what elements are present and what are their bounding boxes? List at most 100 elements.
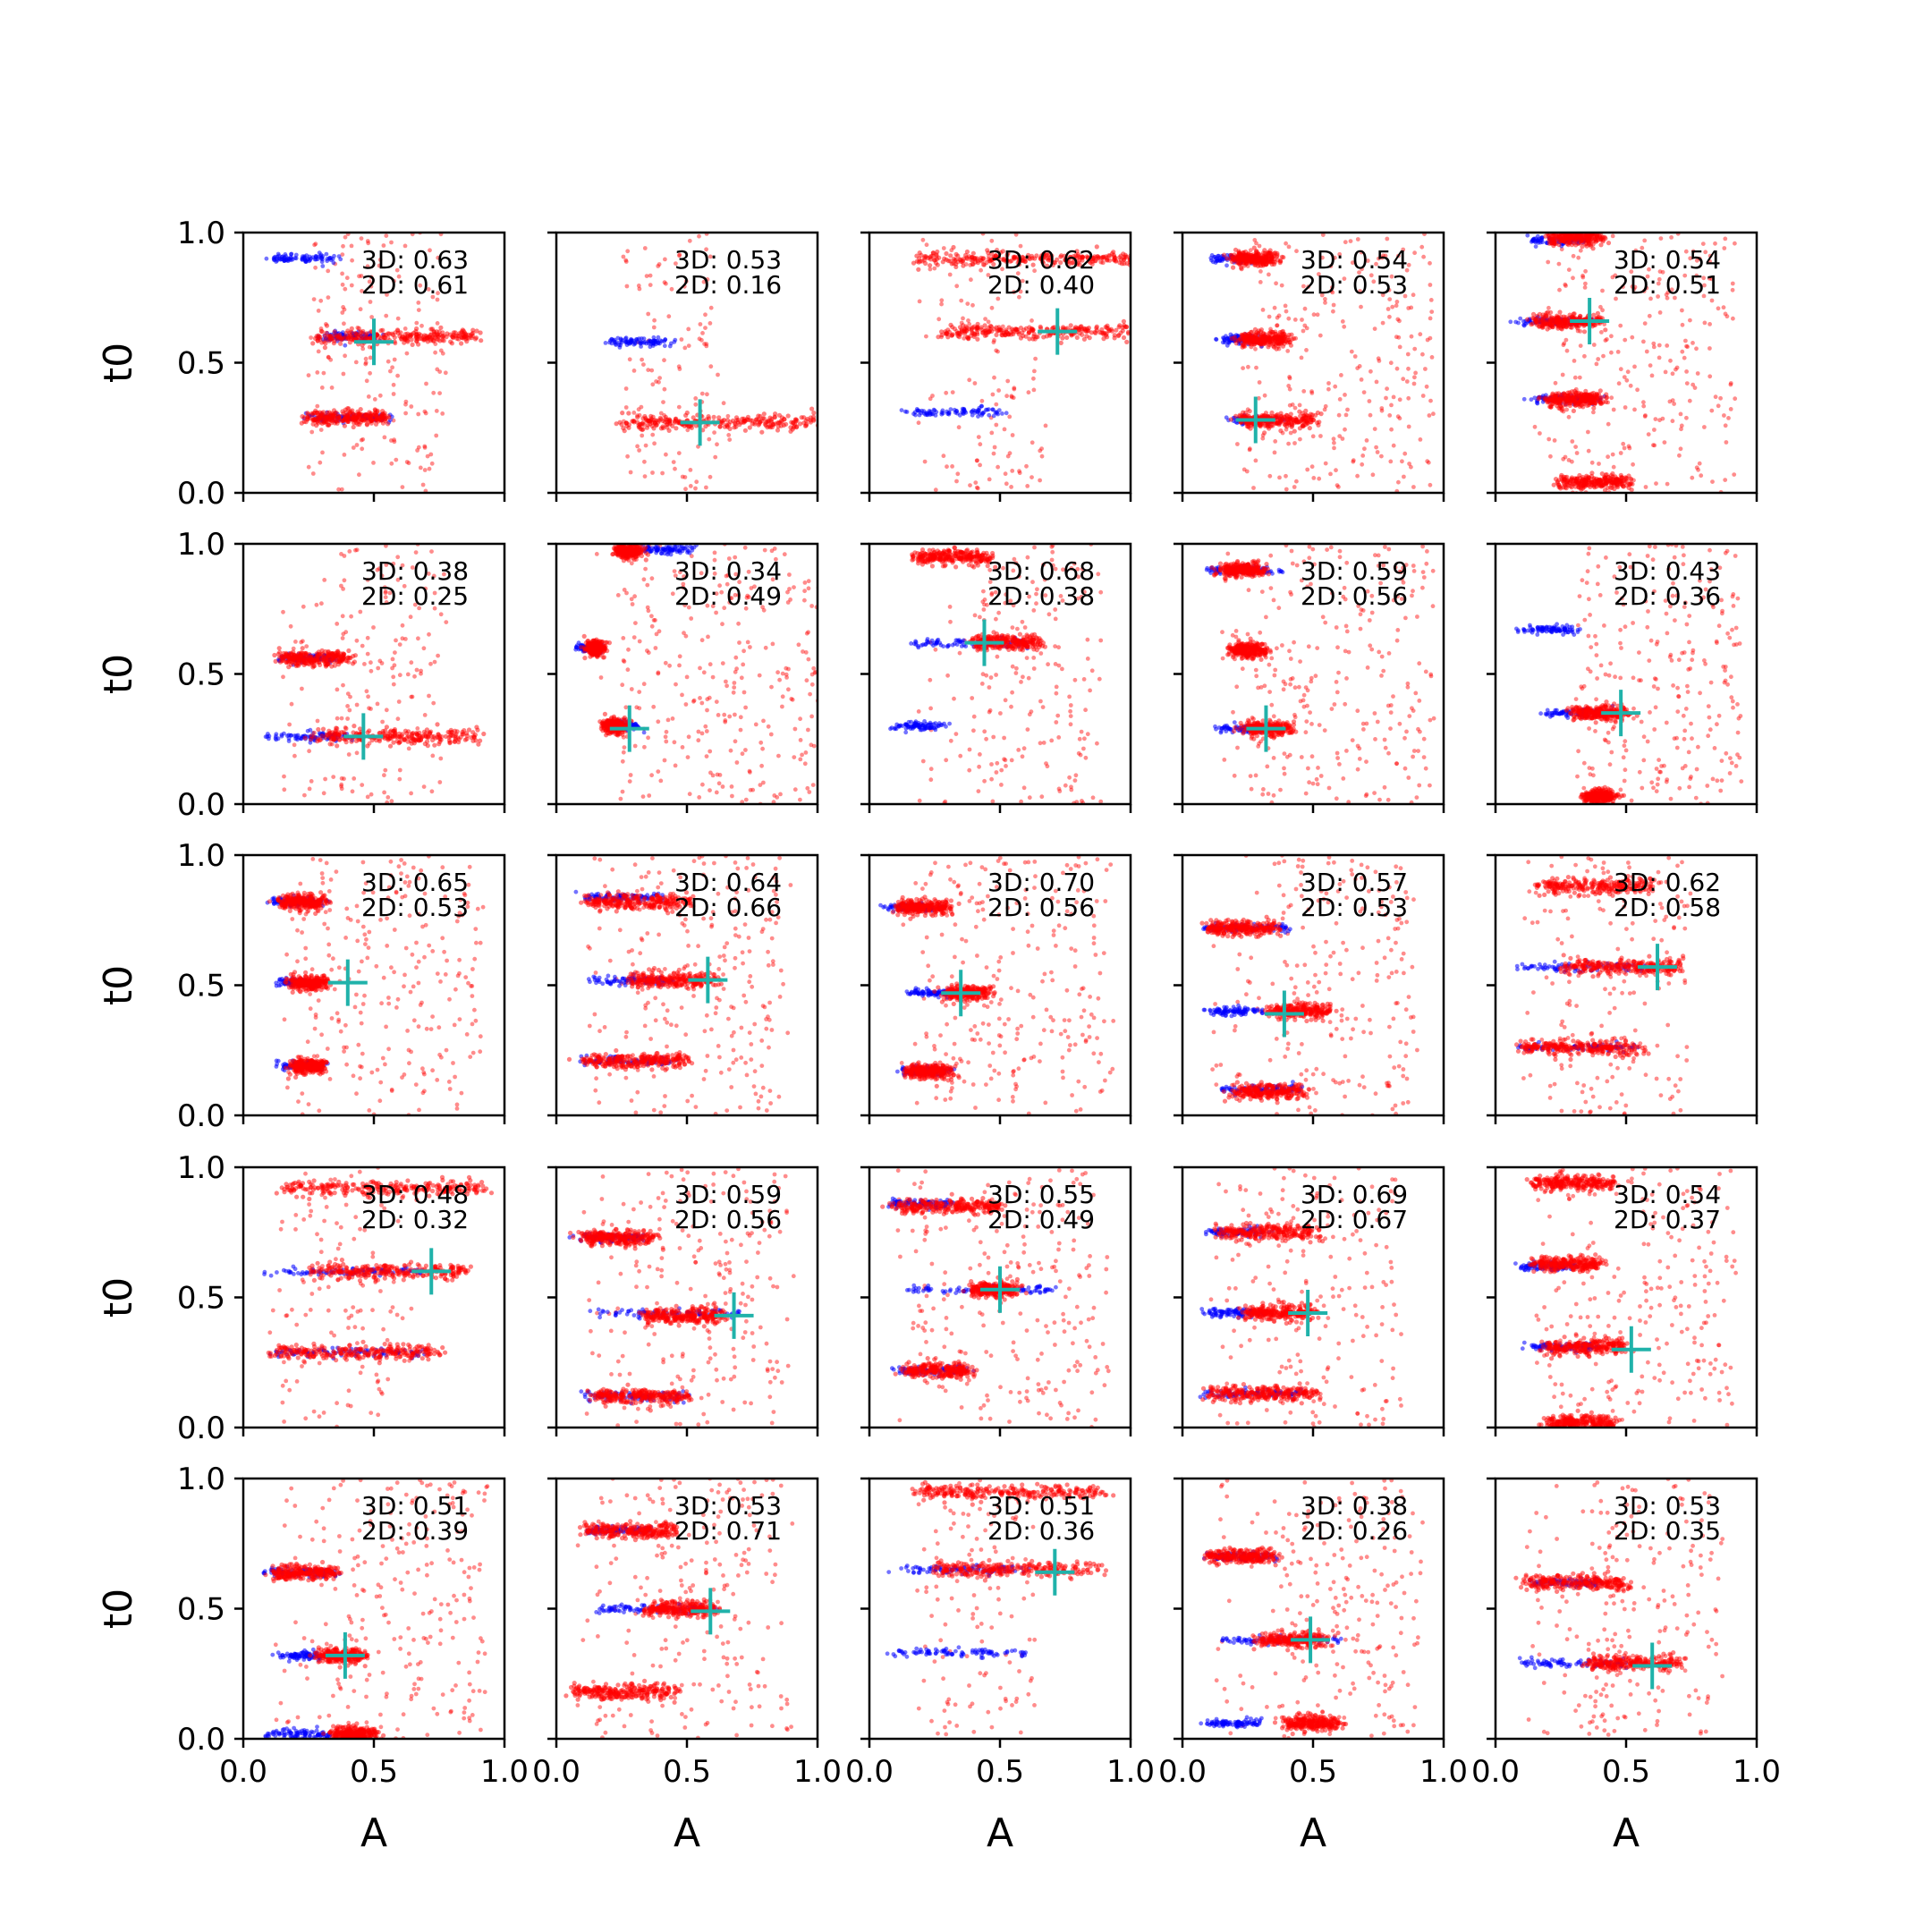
sample-point [424,381,428,386]
sample-point [1586,477,1591,482]
sample-point [1273,342,1278,347]
sample-point [951,244,956,250]
sample-point [347,333,352,338]
sample-point [1254,249,1259,254]
sample-point [954,479,959,484]
sample-point [1252,260,1258,266]
sample-point [1011,395,1016,401]
sample-point [670,423,675,428]
sample-point [1310,434,1316,439]
sample-point [992,445,997,450]
sample-point [1406,395,1411,401]
sample-point [667,343,673,349]
sample-point [1651,344,1657,350]
sample-point [1571,275,1575,281]
sample-point [726,433,732,437]
y-tick-label: 0.0 [177,476,225,512]
sample-point [402,335,408,341]
sample-point [1320,233,1326,237]
sample-point [1068,323,1073,328]
sample-point [1267,473,1273,479]
sample-point [342,307,347,312]
sample-point [1561,456,1566,462]
sample-point [332,417,337,422]
sample-point [438,325,444,330]
sample-point [775,428,781,433]
sample-point [1020,278,1025,284]
sample-point [941,453,946,459]
sample-point [650,382,656,387]
sample-point [363,360,369,365]
sample-point [436,291,440,296]
sample-point [672,339,677,344]
sample-point [1337,397,1343,402]
sample-point [415,336,420,342]
sample-point [1684,415,1689,420]
sample-point [1618,367,1623,372]
sample-point [1379,406,1385,411]
sample-point [1124,339,1130,344]
sample-point [440,411,445,416]
sample-point [1301,284,1306,289]
sample-point [934,253,939,258]
sample-point [651,325,657,330]
sample-point [1730,281,1735,286]
sample-point [1387,314,1392,319]
sample-point [315,370,320,375]
sample-point [1275,315,1280,320]
sample-point [694,479,699,485]
sample-point [380,420,386,426]
sample-point [1660,269,1665,275]
sample-point [1107,253,1113,258]
sample-point [688,484,693,488]
sample-point [1670,419,1675,424]
sample-point [1248,248,1253,253]
sample-point [1409,334,1414,339]
sample-point [611,338,616,343]
sample-point [1732,472,1737,477]
sample-point [1643,485,1648,489]
sample-point [1012,386,1017,391]
sample-point [1733,241,1737,246]
sample-point [1543,321,1548,326]
sample-point [1299,355,1304,360]
sample-point [1713,394,1718,400]
sample-point [1292,485,1297,489]
sample-point [985,329,990,335]
sample-point [987,407,991,412]
sample-point [622,428,627,434]
sample-point [316,416,321,421]
sample-point [1301,328,1306,334]
sample-point [1096,254,1101,259]
sample-point [340,330,345,335]
sample-point [616,343,622,347]
sample-point [995,247,999,252]
sample-point [315,338,320,343]
sample-point [975,458,979,463]
sample-point [1665,343,1670,348]
sample-point [327,335,333,340]
sample-point [932,266,937,271]
sample-point [1294,249,1299,254]
sample-point [1591,405,1597,411]
sample-point [1600,288,1605,293]
sample-point [664,452,668,457]
sample-point [1257,380,1262,385]
sample-point [955,330,961,335]
sample-point [1287,386,1292,392]
sample-point [1253,331,1258,336]
sample-point [1355,366,1360,370]
sample-point [1401,377,1406,382]
sample-point [1309,419,1314,425]
sample-point [902,409,908,414]
sample-point [1074,335,1080,340]
sample-point [1707,275,1712,281]
sample-point [1372,326,1377,331]
sample-point [431,390,436,395]
sample-point [1071,254,1076,259]
sample-point [982,323,987,328]
sample-point [1317,476,1322,481]
sample-point [671,460,676,464]
